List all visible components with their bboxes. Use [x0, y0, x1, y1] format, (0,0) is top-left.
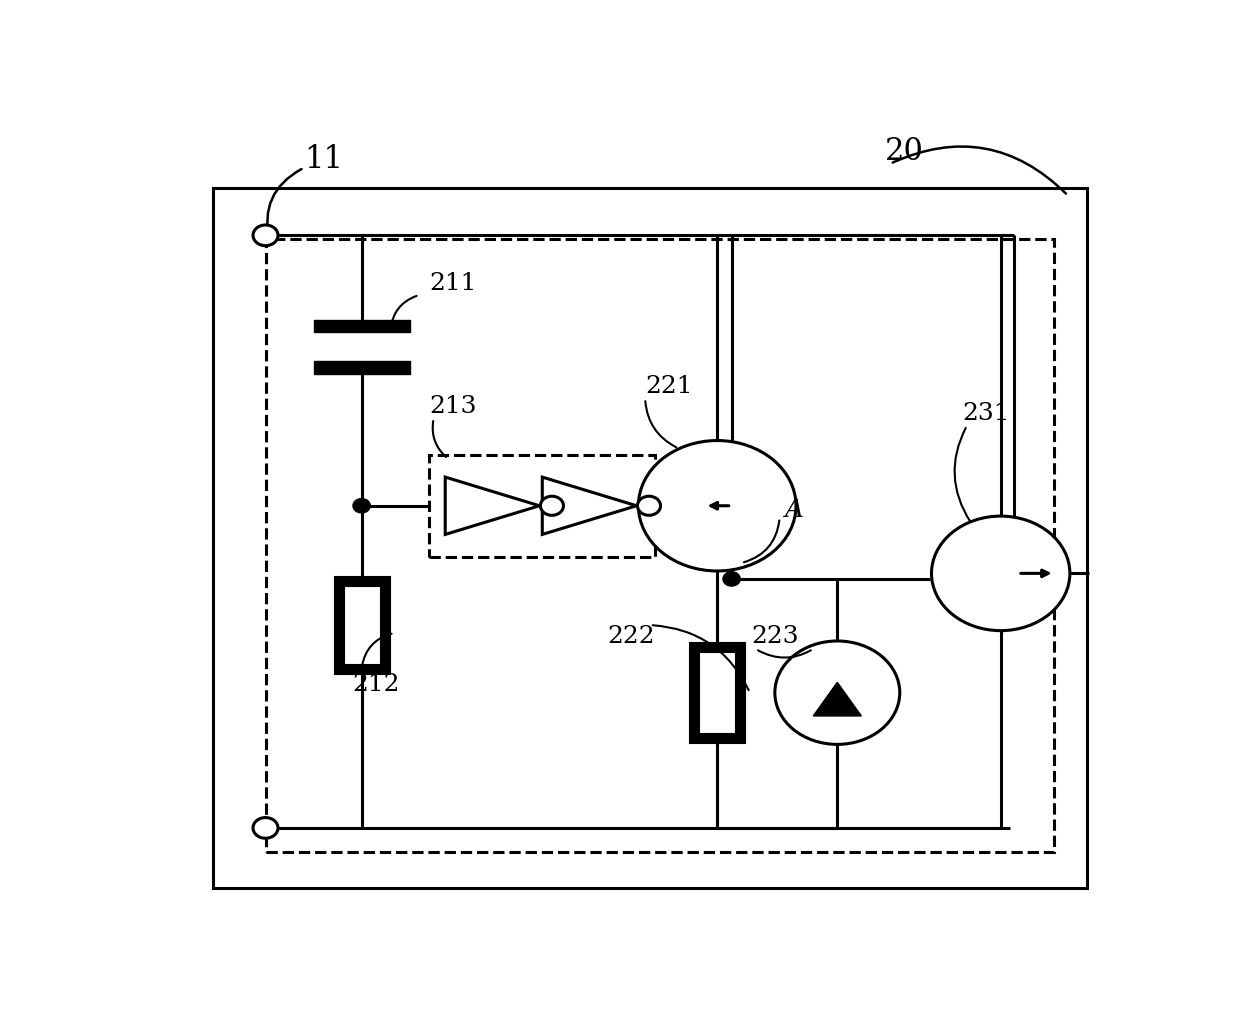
Text: 221: 221: [645, 375, 693, 398]
Bar: [265, 240, 1054, 852]
Circle shape: [253, 225, 278, 246]
Circle shape: [931, 516, 1070, 630]
Bar: [694, 647, 740, 739]
Circle shape: [541, 496, 563, 515]
Text: 213: 213: [429, 395, 476, 417]
Circle shape: [775, 640, 900, 745]
Text: 231: 231: [962, 402, 1009, 425]
Circle shape: [639, 440, 796, 571]
Circle shape: [253, 817, 278, 838]
Text: 11: 11: [304, 145, 343, 176]
Circle shape: [723, 572, 740, 586]
Bar: [339, 582, 384, 668]
Text: 212: 212: [352, 674, 399, 696]
Bar: [429, 455, 655, 557]
Polygon shape: [813, 683, 862, 716]
Circle shape: [353, 499, 371, 513]
Text: 223: 223: [751, 626, 799, 649]
Text: 211: 211: [429, 272, 476, 294]
Text: A: A: [785, 497, 804, 523]
Text: 20: 20: [885, 136, 924, 167]
Text: 222: 222: [608, 626, 655, 649]
Circle shape: [637, 496, 661, 515]
Bar: [213, 188, 1087, 887]
